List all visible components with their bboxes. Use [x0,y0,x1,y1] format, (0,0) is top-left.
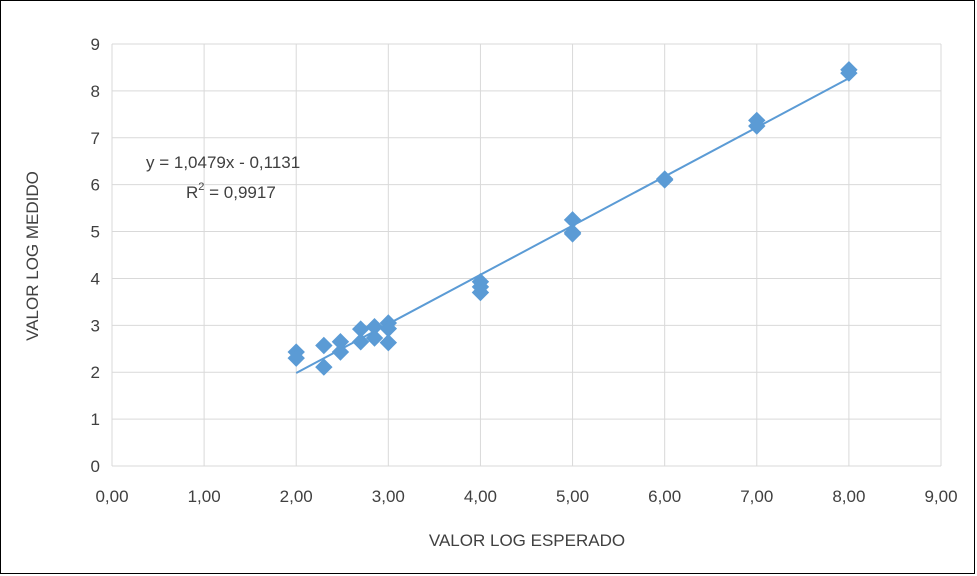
y-tick-labels: 0 1 2 3 4 5 6 7 8 9 [91,35,100,476]
data-point [655,170,674,188]
trendline-equation: y = 1,0479x - 0,1131 [146,153,300,172]
x-tick-label: 7,00 [740,487,773,506]
x-axis-title: VALOR LOG ESPERADO [429,531,625,550]
data-point [563,225,582,243]
x-tick-labels: 0,00 1,00 2,00 3,00 4,00 5,00 6,00 7,00 8,00 9,00 [95,487,957,506]
data-point [315,336,333,355]
data-point [379,333,398,352]
x-tick-label: 1,00 [188,487,221,506]
r-squared-superscript: 2 [198,181,204,193]
gridlines [111,43,942,467]
y-axis-title: VALOR LOG MEDIDO [23,171,42,341]
y-tick-label: 0 [91,457,100,476]
y-tick-label: 3 [91,316,100,335]
y-tick-label: 5 [91,223,100,242]
data-point [287,349,305,367]
r-squared-prefix: R [186,183,198,202]
r-squared-value: = 0,9917 [204,183,275,202]
y-tick-label: 8 [91,82,100,101]
x-tick-label: 9,00 [924,487,957,506]
r-squared-label: R2 = 0,9917 [186,181,276,202]
x-tick-label: 2,00 [280,487,313,506]
x-tick-label: 6,00 [648,487,681,506]
data-point [840,64,858,82]
data-point [331,343,350,361]
y-tick-label: 9 [91,35,100,54]
x-tick-label: 8,00 [832,487,865,506]
data-point [748,117,766,135]
x-tick-label: 3,00 [372,487,405,506]
y-tick-label: 1 [91,410,100,429]
data-point [315,358,333,376]
data-point [365,329,384,347]
data-points [287,61,858,376]
data-point [351,333,370,351]
y-tick-label: 4 [91,269,100,288]
data-point [471,283,490,302]
y-tick-label: 6 [91,176,100,195]
x-tick-label: 4,00 [464,487,497,506]
y-tick-label: 7 [91,129,100,148]
x-tick-label: 0,00 [95,487,128,506]
x-tick-label: 5,00 [556,487,589,506]
y-tick-label: 2 [91,363,100,382]
